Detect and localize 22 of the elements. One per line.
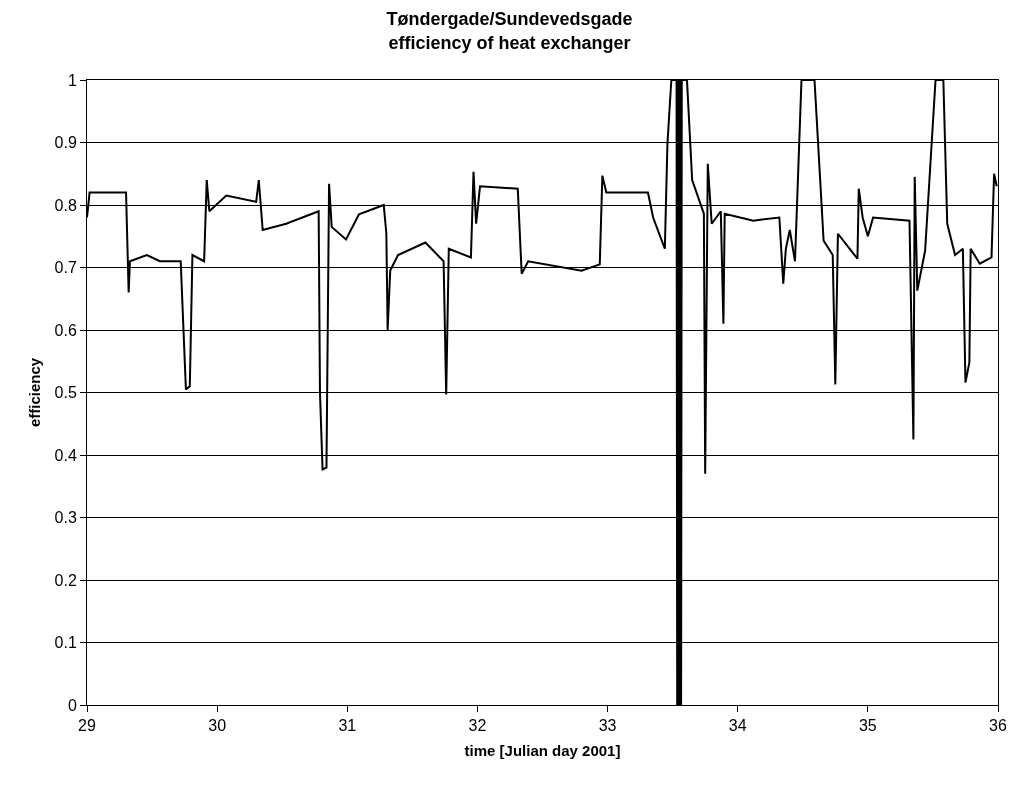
x-tick-label: 33 bbox=[598, 717, 617, 735]
x-tick-label: 36 bbox=[989, 717, 1007, 735]
y-tick-label: 0.7 bbox=[54, 259, 77, 277]
y-axis-title: efficiency bbox=[25, 357, 43, 428]
y-tick-label: 1 bbox=[67, 71, 77, 89]
y-tick-label: 0.8 bbox=[54, 196, 77, 214]
x-tick-label: 31 bbox=[338, 717, 357, 735]
x-tick-label: 35 bbox=[858, 717, 877, 735]
y-tick-label: 0.9 bbox=[54, 134, 77, 152]
y-tick-label: 0.6 bbox=[54, 321, 77, 339]
y-tick-label: 0.5 bbox=[54, 384, 77, 402]
y-tick-label: 0.4 bbox=[54, 446, 77, 464]
x-tick-label: 29 bbox=[78, 717, 96, 735]
x-tick-label: 32 bbox=[468, 717, 487, 735]
x-axis-title: time [Julian day 2001] bbox=[464, 742, 621, 760]
y-tick-label: 0.1 bbox=[54, 634, 77, 652]
y-tick-label: 0 bbox=[67, 696, 77, 714]
chart-title: Tøndergade/Sundevedsgade efficiency of heat exchanger bbox=[386, 9, 633, 53]
y-tick-label: 0.3 bbox=[54, 509, 77, 527]
x-tick-label: 34 bbox=[728, 717, 747, 735]
x-tick-label: 30 bbox=[208, 717, 227, 735]
y-tick-label: 0.2 bbox=[54, 571, 77, 589]
